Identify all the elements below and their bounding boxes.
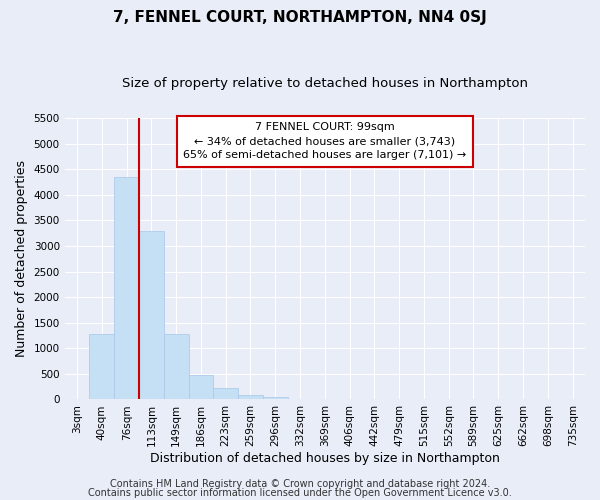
Bar: [89, 334, 114, 400]
X-axis label: Distribution of detached houses by size in Northampton: Distribution of detached houses by size …: [150, 452, 500, 465]
Bar: [164, 334, 188, 400]
Text: 7 FENNEL COURT: 99sqm
← 34% of detached houses are smaller (3,743)
65% of semi-d: 7 FENNEL COURT: 99sqm ← 34% of detached …: [183, 122, 466, 160]
Bar: [238, 396, 263, 400]
Title: Size of property relative to detached houses in Northampton: Size of property relative to detached ho…: [122, 78, 528, 90]
Bar: [188, 375, 214, 400]
Bar: [214, 388, 238, 400]
Text: 7, FENNEL COURT, NORTHAMPTON, NN4 0SJ: 7, FENNEL COURT, NORTHAMPTON, NN4 0SJ: [113, 10, 487, 25]
Bar: [263, 398, 287, 400]
Y-axis label: Number of detached properties: Number of detached properties: [15, 160, 28, 358]
Bar: [139, 231, 164, 400]
Text: Contains public sector information licensed under the Open Government Licence v3: Contains public sector information licen…: [88, 488, 512, 498]
Bar: [114, 177, 139, 400]
Text: Contains HM Land Registry data © Crown copyright and database right 2024.: Contains HM Land Registry data © Crown c…: [110, 479, 490, 489]
